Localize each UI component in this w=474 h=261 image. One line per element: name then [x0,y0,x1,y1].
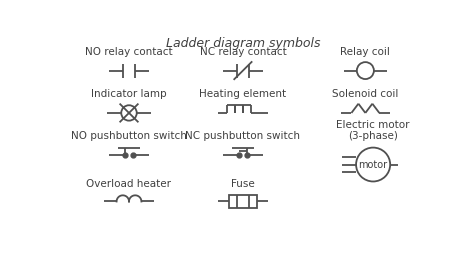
Text: NC relay contact: NC relay contact [200,47,286,57]
Bar [229,195,257,208]
Text: Fuse: Fuse [231,179,255,189]
Text: NC pushbutton switch: NC pushbutton switch [185,132,301,141]
Text: motor: motor [358,159,388,170]
Text: Ladder diagram symbols: Ladder diagram symbols [166,38,320,50]
Text: Electric motor
(3-phase): Electric motor (3-phase) [337,120,410,141]
Text: Indicator lamp: Indicator lamp [91,89,167,99]
Text: Solenoid coil: Solenoid coil [332,89,399,99]
Text: NO relay contact: NO relay contact [85,47,173,57]
Text: Relay coil: Relay coil [340,47,390,57]
Text: Overload heater: Overload heater [86,179,172,189]
Text: NO pushbutton switch: NO pushbutton switch [71,132,187,141]
Text: Heating element: Heating element [200,89,286,99]
